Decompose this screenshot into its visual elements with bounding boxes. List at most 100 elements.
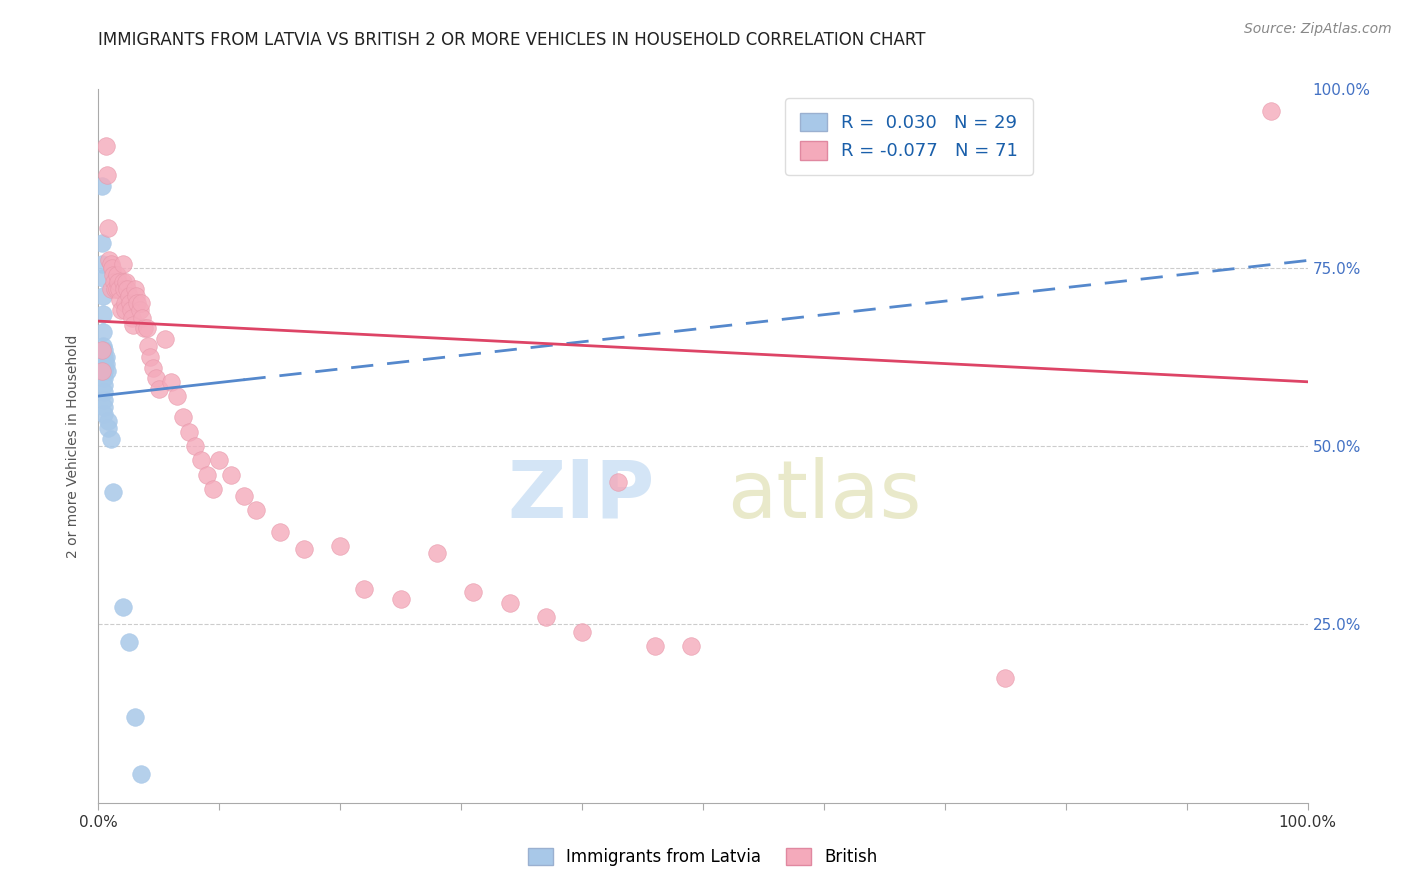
Point: [93, 400, 115, 414]
Point: [93, 343, 115, 357]
Point: [93, 357, 115, 371]
Point: [94, 139, 117, 153]
Point: [121, 310, 143, 325]
Point: [571, 624, 593, 639]
Point: [93, 392, 115, 407]
Point: [91, 271, 114, 285]
Point: [129, 296, 152, 310]
Point: [142, 360, 165, 375]
Point: [118, 635, 141, 649]
Point: [124, 710, 146, 724]
Point: [153, 332, 176, 346]
Point: [127, 296, 149, 310]
Text: atlas: atlas: [727, 457, 921, 535]
Point: [534, 610, 557, 624]
Point: [644, 639, 666, 653]
Point: [139, 350, 162, 364]
Point: [679, 639, 702, 653]
Point: [148, 382, 170, 396]
Point: [93, 385, 115, 400]
Point: [105, 282, 128, 296]
Point: [91, 178, 114, 193]
Point: [111, 599, 134, 614]
Point: [107, 275, 129, 289]
Point: [97, 414, 120, 428]
Point: [94, 357, 117, 371]
Point: [232, 489, 254, 503]
Point: [292, 542, 315, 557]
Legend: R =  0.030   N = 29, R = -0.077   N = 71: R = 0.030 N = 29, R = -0.077 N = 71: [785, 98, 1032, 175]
Point: [103, 275, 125, 289]
Point: [1260, 103, 1282, 118]
Point: [100, 257, 122, 271]
Point: [463, 585, 485, 599]
Point: [389, 592, 412, 607]
Point: [111, 275, 134, 289]
Point: [136, 339, 159, 353]
Point: [245, 503, 267, 517]
Point: [122, 318, 145, 332]
Point: [118, 296, 141, 310]
Point: [129, 767, 152, 781]
Point: [91, 307, 114, 321]
Point: [115, 275, 138, 289]
Point: [101, 268, 124, 282]
Point: [131, 310, 153, 325]
Point: [93, 364, 115, 378]
Point: [125, 289, 148, 303]
Point: [120, 303, 142, 318]
Point: [101, 485, 124, 500]
Point: [96, 364, 118, 378]
Point: [135, 321, 157, 335]
Point: [91, 257, 114, 271]
Point: [221, 467, 243, 482]
Point: [184, 439, 207, 453]
Point: [104, 282, 127, 296]
Point: [93, 350, 115, 364]
Point: [94, 350, 117, 364]
Point: [108, 293, 131, 307]
Point: [98, 253, 121, 268]
Point: [124, 282, 146, 296]
Point: [202, 482, 225, 496]
Point: [117, 282, 139, 296]
Legend: Immigrants from Latvia, British: Immigrants from Latvia, British: [520, 840, 886, 875]
Point: [93, 407, 115, 421]
Text: IMMIGRANTS FROM LATVIA VS BRITISH 2 OR MORE VEHICLES IN HOUSEHOLD CORRELATION CH: IMMIGRANTS FROM LATVIA VS BRITISH 2 OR M…: [98, 31, 927, 49]
Point: [160, 375, 183, 389]
Point: [91, 364, 114, 378]
Point: [166, 389, 188, 403]
Point: [97, 221, 120, 235]
Text: Source: ZipAtlas.com: Source: ZipAtlas.com: [1244, 22, 1392, 37]
Text: ZIP: ZIP: [508, 457, 655, 535]
Point: [195, 467, 218, 482]
Point: [329, 539, 352, 553]
Point: [134, 321, 156, 335]
Point: [269, 524, 291, 539]
Point: [112, 282, 135, 296]
Point: [100, 282, 122, 296]
Point: [110, 303, 132, 318]
Point: [179, 425, 201, 439]
Point: [93, 371, 115, 385]
Point: [114, 303, 136, 318]
Point: [145, 371, 167, 385]
Point: [111, 257, 134, 271]
Point: [128, 303, 150, 318]
Point: [208, 453, 231, 467]
Point: [97, 421, 120, 435]
Point: [114, 296, 136, 310]
Point: [100, 260, 122, 275]
Y-axis label: 2 or more Vehicles in Household: 2 or more Vehicles in Household: [66, 334, 80, 558]
Point: [91, 325, 114, 339]
Point: [96, 168, 118, 182]
Point: [91, 343, 114, 357]
Point: [105, 268, 128, 282]
Point: [91, 289, 114, 303]
Point: [118, 289, 141, 303]
Point: [607, 475, 630, 489]
Point: [100, 432, 122, 446]
Point: [91, 235, 114, 250]
Point: [190, 453, 212, 467]
Point: [93, 378, 115, 392]
